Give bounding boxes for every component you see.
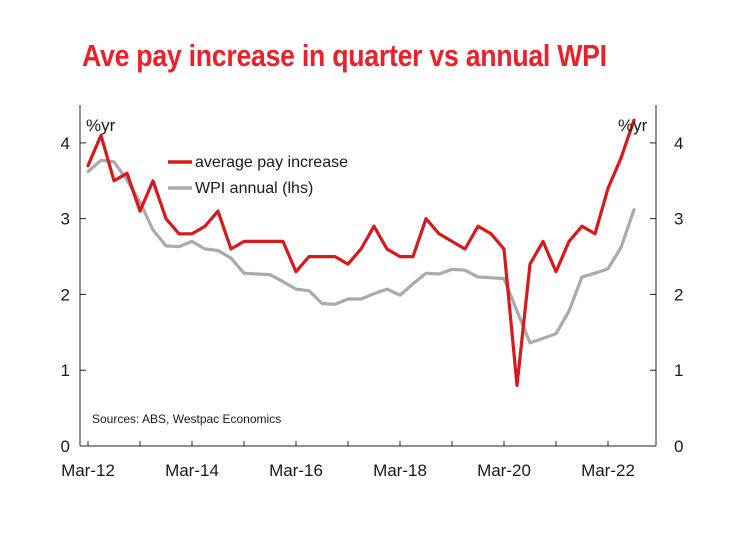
left-tick-label: 0: [61, 437, 70, 456]
x-tick-label: Mar-22: [581, 461, 635, 480]
chart-title: Ave pay increase in quarter vs annual WP…: [82, 38, 607, 73]
series-lines: [86, 118, 636, 387]
x-tick-label: Mar-16: [269, 461, 323, 480]
tick-labels: 0 0 1 1 2 2 3 3 4 4 Mar-12 Mar-14 Mar-16 Mar-18 Mar-20…: [61, 134, 684, 480]
x-tick-label: Mar-20: [477, 461, 531, 480]
right-unit-label: %yr: [618, 116, 648, 135]
left-unit-label: %yr: [86, 116, 116, 135]
left-tick-label: 3: [61, 210, 70, 229]
x-tick-label: Mar-14: [165, 461, 219, 480]
source-note: Sources: ABS, Westpac Economics: [92, 412, 281, 426]
axes: [79, 105, 657, 447]
legend: average pay increase WPI annual (lhs): [168, 154, 348, 197]
legend-label-wpi-annual: WPI annual (lhs): [195, 180, 313, 197]
right-tick-label: 2: [674, 285, 683, 304]
right-tick-label: 1: [674, 361, 683, 380]
right-tick-label: 4: [674, 134, 683, 153]
left-tick-label: 1: [61, 361, 70, 380]
right-tick-label: 3: [674, 210, 683, 229]
legend-label-average-pay-increase: average pay increase: [195, 154, 348, 171]
left-tick-label: 2: [61, 285, 70, 304]
right-tick-label: 0: [674, 437, 683, 456]
series-line-wpi-annual: [86, 158, 636, 345]
x-tick-label: Mar-18: [373, 461, 427, 480]
x-tick-label: Mar-12: [61, 461, 115, 480]
left-tick-label: 4: [61, 134, 70, 153]
series-line-average-pay-increase: [86, 118, 636, 387]
